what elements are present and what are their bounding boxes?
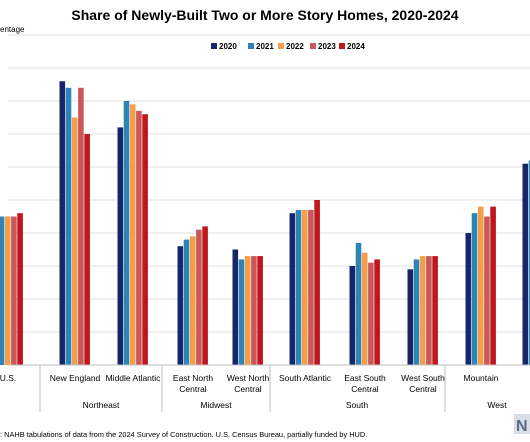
bar (471, 213, 478, 365)
bar (528, 160, 530, 365)
bar (368, 262, 374, 365)
category-label: New England (50, 373, 101, 383)
bar (432, 256, 438, 365)
bar (183, 239, 190, 365)
category-label: South Atlantic (279, 373, 332, 383)
bar (484, 216, 490, 365)
bar (419, 256, 426, 365)
legend-label: 2022 (286, 42, 304, 51)
category-label: Mountain (464, 373, 499, 383)
bar (407, 269, 414, 365)
bar (17, 213, 23, 365)
bar (78, 87, 84, 366)
bar (244, 256, 251, 365)
legend-label: 2023 (318, 42, 336, 51)
group-label: West (487, 400, 507, 410)
bar (374, 259, 380, 365)
bar (251, 256, 257, 365)
source-note: : NAHB tabulations of data from the 2024… (0, 430, 367, 439)
legend-swatch (248, 43, 254, 49)
chart-title: Share of Newly-Built Two or More Story H… (71, 7, 458, 23)
category-label: Middle Atlantic (106, 373, 162, 383)
legend-swatch (339, 43, 345, 49)
legend: 2020 2021 2022 2023 2024 (211, 42, 365, 51)
bar (361, 252, 368, 365)
category-label: East North Central (173, 373, 213, 394)
bar (202, 226, 208, 365)
bar (308, 209, 314, 365)
bar (136, 110, 142, 366)
legend-swatch (278, 43, 284, 49)
bar (84, 134, 90, 365)
bar (0, 216, 5, 365)
legend-swatch (211, 43, 217, 49)
bar (142, 114, 148, 365)
bar (71, 117, 78, 365)
bars (0, 81, 530, 366)
bar (117, 127, 124, 366)
bar (196, 229, 202, 365)
bar (123, 101, 130, 365)
bar (59, 81, 66, 365)
category-label: West North Central (227, 373, 270, 394)
bar (314, 200, 320, 365)
group-label: Northeast (83, 400, 120, 410)
legend-swatch (310, 43, 316, 49)
bar (465, 233, 472, 365)
bar (301, 209, 308, 365)
bar (349, 266, 356, 365)
bar (413, 259, 420, 365)
bar (11, 216, 17, 365)
bar (232, 249, 239, 365)
bar (65, 87, 72, 366)
bar (490, 206, 496, 365)
bar (477, 206, 484, 365)
bar (189, 236, 196, 365)
bar (522, 163, 529, 365)
bar (129, 104, 136, 366)
bar (355, 242, 362, 365)
group-label: Midwest (200, 400, 232, 410)
category-label: West South Central (401, 373, 445, 394)
nahb-logo: N (514, 414, 530, 435)
legend-label: 2024 (347, 42, 365, 51)
category-label: U.S. (0, 373, 16, 383)
bar (295, 209, 302, 365)
group-label: South (346, 400, 368, 410)
group-labels: Northeast Midwest South West (83, 400, 508, 410)
bar (257, 256, 263, 365)
category-label: East South Central (344, 373, 386, 394)
legend-label: 2020 (219, 42, 237, 51)
bar (177, 246, 184, 365)
legend-label: 2021 (256, 42, 274, 51)
axes (8, 364, 530, 412)
bar (426, 256, 432, 365)
logo-text: N (516, 418, 528, 435)
gridlines (8, 34, 530, 333)
bar (289, 213, 296, 365)
y-axis-label: entage (0, 25, 25, 34)
bar (238, 259, 245, 365)
bar (4, 216, 11, 365)
category-labels: U.S. New England Middle Atlantic East North… (0, 373, 499, 394)
